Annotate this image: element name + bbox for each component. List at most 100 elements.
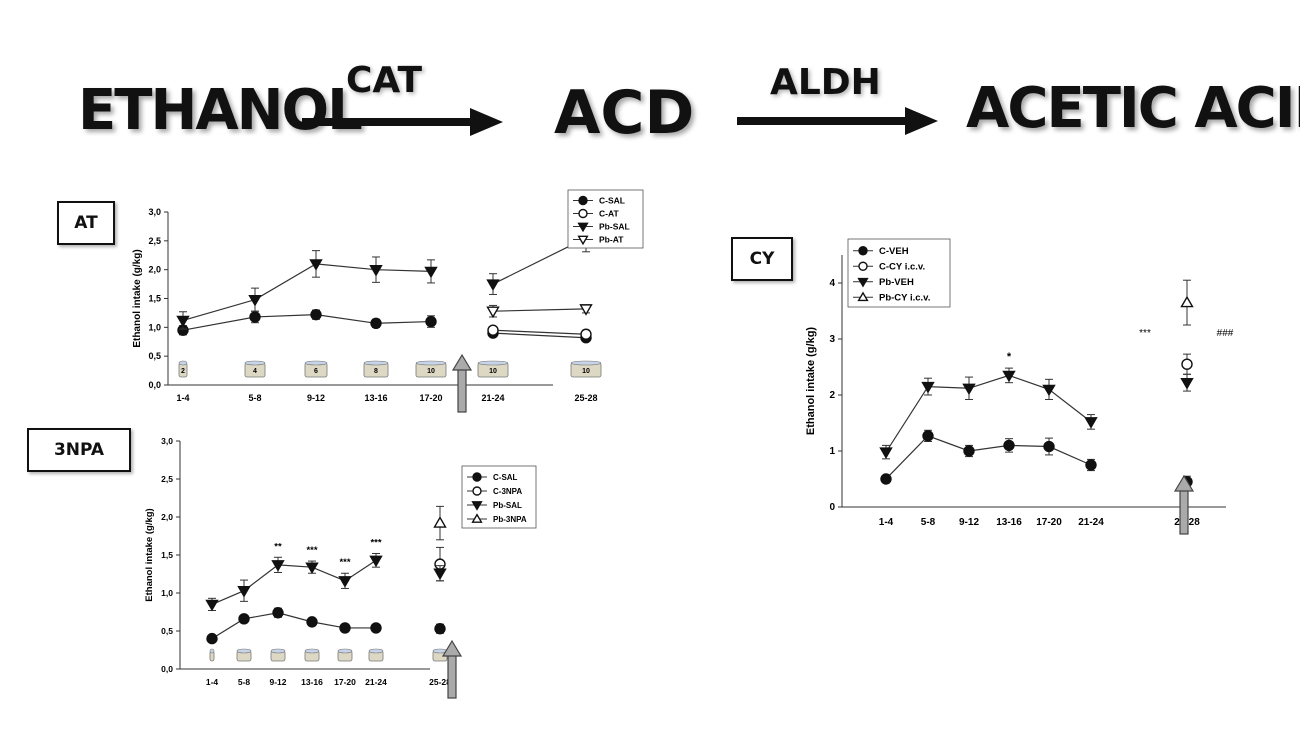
series-pb-sal <box>205 552 447 612</box>
data-point <box>434 623 446 635</box>
bottle-icon <box>477 360 509 378</box>
arrow-shaft <box>1179 489 1189 535</box>
x-tick-label: 17-20 <box>334 677 356 687</box>
x-tick-label: 17-20 <box>419 393 442 403</box>
x-tick-label: 25-28 <box>429 677 451 687</box>
arrow-1-icon <box>302 108 503 136</box>
bottle-icon <box>337 648 353 662</box>
series-line <box>885 374 1092 453</box>
data-point <box>963 445 975 457</box>
cy-chart: 0 1 2 3 4 Ethanol intake (g/kg) 1-4 5-8 9-12 13-1… <box>805 238 1234 535</box>
series-line <box>492 308 587 312</box>
legend: C-SAL C-AT Pb-SAL Pb-AT <box>567 189 644 249</box>
data-point <box>1084 417 1098 429</box>
legend-marker <box>858 246 868 256</box>
bottle-top <box>304 360 328 366</box>
bottle-label: 10 <box>582 368 590 375</box>
y-tick-label: 2,5 <box>161 474 173 484</box>
y-tick-label: 4 <box>829 278 835 289</box>
data-point <box>272 607 284 619</box>
series-line <box>492 329 587 335</box>
bottle-icon <box>244 360 266 378</box>
series-pb-3npa <box>433 505 447 541</box>
significance-label: *** <box>370 537 381 548</box>
significance-label: *** <box>1139 328 1151 339</box>
data-point <box>486 279 500 291</box>
acetic-acid-label: ACETIC ACID <box>966 76 1300 141</box>
y-tick-label: 2,5 <box>148 236 161 246</box>
bottle-icon <box>368 648 384 662</box>
data-point <box>486 306 500 319</box>
data-point <box>433 568 447 581</box>
bottle-icon <box>570 360 602 378</box>
bottle-top <box>209 648 215 654</box>
y-axis-label: Ethanol intake (g/kg) <box>805 327 817 436</box>
data-point <box>176 315 190 328</box>
bottle-label: 10 <box>427 368 435 375</box>
x-tick-label: 13-16 <box>301 677 323 687</box>
data-point <box>305 562 319 575</box>
series-pb-cy-i-c-v- <box>1180 279 1194 326</box>
bottle-top <box>368 648 384 654</box>
3npa-chart: 0,0 0,5 1,0 1,5 2,0 2,5 3,0 Ethanol intake (g/k… <box>144 436 537 699</box>
legend-label: C-CY i.c.v. <box>879 261 925 272</box>
series-c-veh <box>880 429 1193 488</box>
data-point <box>921 381 935 394</box>
series-pb-veh <box>879 367 1194 460</box>
data-point <box>962 383 976 396</box>
y-tick-label: 3,0 <box>148 207 161 217</box>
arrow-head <box>1173 474 1195 492</box>
legend-marker <box>578 208 588 219</box>
data-point <box>248 294 262 307</box>
panel-label-3npa: 3NPA <box>27 428 131 472</box>
legend-marker <box>471 501 483 511</box>
y-tick-label: 2 <box>829 390 835 401</box>
bottle-top <box>363 360 389 366</box>
arrow-shaft <box>447 654 457 699</box>
bottle-icon <box>363 360 389 378</box>
legend-label: Pb-SAL <box>599 222 630 232</box>
legend-marker <box>471 513 483 523</box>
bottle-top <box>304 648 320 654</box>
data-point <box>1042 384 1056 397</box>
legend: C-SAL C-3NPA Pb-SAL Pb-3NPA <box>461 465 537 529</box>
bottle-label: 2 <box>181 368 185 375</box>
bottle-icon <box>270 648 286 662</box>
legend-label: C-SAL <box>493 473 518 482</box>
bottle-top <box>270 648 286 654</box>
data-point <box>238 613 250 625</box>
legend-label: Pb-AT <box>599 235 624 245</box>
bottle-top <box>570 360 602 366</box>
data-point <box>306 616 318 628</box>
panel-label-at: AT <box>57 201 115 245</box>
legend-label: C-SAL <box>599 196 625 206</box>
data-point <box>370 317 382 329</box>
data-point <box>579 304 593 316</box>
treatment-arrow-icon <box>1173 474 1195 535</box>
y-tick-label: 0 <box>829 502 835 513</box>
bottle-icon <box>178 360 188 378</box>
x-tick-label: 5-8 <box>238 677 251 687</box>
data-point <box>205 599 219 612</box>
series-c-at <box>487 324 592 340</box>
data-point <box>309 259 323 271</box>
bottle-top <box>415 360 447 366</box>
arrow-2-icon <box>737 107 938 135</box>
y-tick-label: 1,0 <box>148 322 161 332</box>
data-point <box>369 264 383 277</box>
legend-label: Pb-SAL <box>493 501 522 510</box>
data-point <box>310 308 322 321</box>
x-tick-label: 21-24 <box>481 393 504 403</box>
arrow-head <box>441 639 463 657</box>
treatment-arrow-icon <box>441 639 463 699</box>
x-tick-label: 21-24 <box>365 677 387 687</box>
bottle-top <box>244 360 266 366</box>
x-tick-label: 13-16 <box>364 393 387 403</box>
panel-label-cy: CY <box>731 237 793 281</box>
ethanol-label: ETHANOL <box>78 78 363 143</box>
data-point <box>249 311 261 323</box>
series-line <box>492 332 587 339</box>
series-c-sal <box>206 607 446 645</box>
arrow-shaft <box>457 368 467 413</box>
y-tick-label: 3 <box>829 334 835 345</box>
